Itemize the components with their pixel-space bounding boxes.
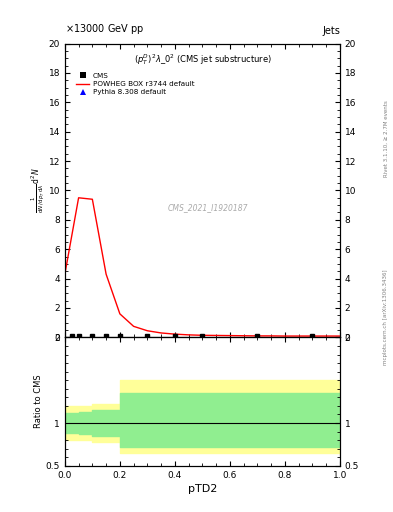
Text: Rivet 3.1.10, ≥ 2.7M events: Rivet 3.1.10, ≥ 2.7M events (384, 100, 388, 177)
Y-axis label: $\frac{1}{\mathrm{d}N\,/\,\mathrm{d}p_T\,\mathrm{d}\lambda}\,\mathrm{d}^2N$: $\frac{1}{\mathrm{d}N\,/\,\mathrm{d}p_T\… (29, 167, 46, 214)
Text: mcplots.cern.ch [arXiv:1306.3436]: mcplots.cern.ch [arXiv:1306.3436] (384, 270, 388, 365)
Y-axis label: Ratio to CMS: Ratio to CMS (34, 375, 43, 429)
Legend: CMS, POWHEG BOX r3744 default, Pythia 8.308 default: CMS, POWHEG BOX r3744 default, Pythia 8.… (74, 71, 196, 97)
X-axis label: pTD2: pTD2 (188, 484, 217, 494)
Text: $\times$13000 GeV pp: $\times$13000 GeV pp (65, 22, 144, 36)
Text: Jets: Jets (322, 26, 340, 36)
Text: $(p_T^D)^2\lambda\_0^2$ (CMS jet substructure): $(p_T^D)^2\lambda\_0^2$ (CMS jet substru… (134, 52, 271, 67)
Text: CMS_2021_I1920187: CMS_2021_I1920187 (168, 204, 248, 212)
